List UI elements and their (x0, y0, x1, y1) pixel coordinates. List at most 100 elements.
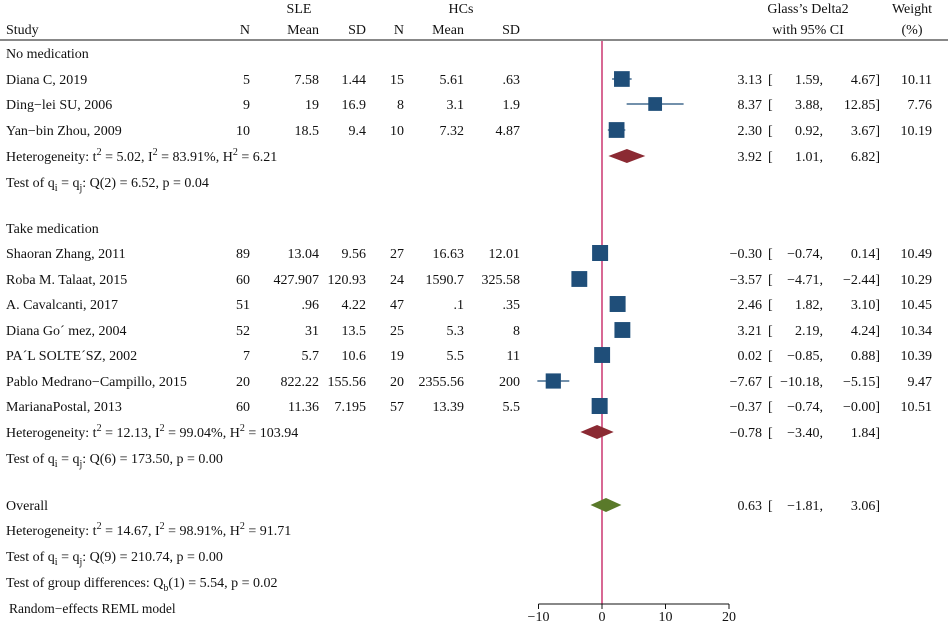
group-2-study-6-mean-sle: 822.22 (281, 375, 320, 390)
group-2-study-5-n-sle: 7 (243, 349, 250, 364)
group-1-study-3-mean-hcs: 7.32 (440, 124, 465, 139)
group-2-study-3-n-sle: 51 (236, 298, 250, 313)
header-hcs: HCs (449, 2, 474, 17)
group-1-summary-ci-open: [ (768, 150, 773, 165)
group-2-study-2-name: Roba M. Talaat, 2015 (6, 273, 127, 288)
group-1-study-3-n-hcs: 10 (390, 124, 404, 139)
group-2-study-3-mean-hcs: .1 (454, 298, 465, 313)
header-weight-line1: Weight (892, 2, 932, 17)
group-2-study-3-weight: 10.45 (901, 298, 933, 313)
group-1-study-2-n-sle: 9 (243, 98, 250, 113)
group-2-study-5-ci-high: 0.88] (851, 349, 880, 364)
group-2-study-1-ci-open: [ (768, 247, 773, 262)
group-2-study-4-ci-open: [ (768, 324, 773, 339)
group-2-study-4-es: 3.21 (738, 324, 763, 339)
group-2-study-7-sd-hcs: 5.5 (503, 400, 521, 415)
group-2-study-3-ci-low: 1.82, (795, 298, 823, 313)
overall-ci-low: −1.81, (787, 499, 823, 514)
group-1-study-1-weight: 10.11 (901, 73, 932, 88)
x-tick-label-1: 0 (599, 610, 606, 623)
group-2-study-4-mean-hcs: 5.3 (447, 324, 465, 339)
group-1-study-2-ci-high: 12.85] (844, 98, 880, 113)
group-2-study-7-name: MarianaPostal, 2013 (6, 400, 122, 415)
model-note: Random−effects REML model (9, 601, 176, 616)
group-1-study-1-sd-hcs: .63 (503, 73, 521, 88)
group-2-study-2-box (571, 271, 588, 287)
group-2-study-6-weight: 9.47 (908, 375, 933, 390)
group-1-study-1-ci-low: 1.59, (795, 73, 823, 88)
group-1-study-3-box (608, 122, 625, 138)
overall-q-test: Test of qi = qj: Q(9) = 210.74, p = 0.00 (6, 550, 223, 568)
group-2-study-2-sd-hcs: 325.58 (482, 273, 521, 288)
group-2-study-3-sd-hcs: .35 (503, 298, 521, 313)
group-2-study-5-mean-hcs: 5.5 (447, 349, 465, 364)
group-1-study-3-ci-low: 0.92, (795, 124, 823, 139)
group-2-heterogeneity: Heterogeneity: t2 = 12.13, I2 = 99.04%, … (6, 423, 298, 441)
group-1-study-2-box (648, 97, 663, 111)
group-2-study-5-box (594, 347, 611, 363)
group-2-study-1-sd-sle: 9.56 (342, 247, 367, 262)
group-2-study-4-n-hcs: 25 (390, 324, 404, 339)
group-1-study-2-mean-sle: 19 (305, 98, 319, 113)
group-2-summary-ci-open: [ (768, 426, 773, 441)
group-1-study-1-ci-high: 4.67] (851, 73, 880, 88)
group-1-study-1-n-hcs: 15 (390, 73, 404, 88)
group-2-study-3-sd-sle: 4.22 (342, 298, 367, 313)
group-2-study-5-mean-sle: 5.7 (302, 349, 320, 364)
group-2-study-3-ci-high: 3.10] (851, 298, 880, 313)
group-2-study-1-box (592, 245, 609, 261)
group-2-study-2-ci-open: [ (768, 273, 773, 288)
group-1-summary-es: 3.92 (738, 150, 763, 165)
group-1-study-2-ci-low: 3.88, (795, 98, 823, 113)
overall-heterogeneity: Heterogeneity: t2 = 14.67, I2 = 98.91%, … (6, 521, 291, 539)
group-1-summary-ci-low: 1.01, (795, 150, 823, 165)
group-2-study-7-box (591, 397, 608, 415)
group-1-study-2-weight: 7.76 (908, 98, 933, 113)
group-2-study-1-name: Shaoran Zhang, 2011 (6, 247, 126, 262)
group-2-study-1-sd-hcs: 12.01 (489, 247, 521, 262)
group-1-summary-ci-high: 6.82] (851, 150, 880, 165)
group-2-study-4-n-sle: 52 (236, 324, 250, 339)
header-sd-sle: SD (348, 23, 366, 38)
overall-es: 0.63 (738, 499, 763, 514)
group-1-study-1-es: 3.13 (738, 73, 763, 88)
group-2-study-4-weight: 10.34 (901, 324, 933, 339)
overall-diamond (590, 498, 622, 512)
group-2-study-7-mean-hcs: 13.39 (433, 400, 465, 415)
group-2-study-2-n-sle: 60 (236, 273, 250, 288)
group-2-study-6-n-hcs: 20 (390, 375, 404, 390)
group-1-study-2-mean-hcs: 3.1 (447, 98, 465, 113)
group-1-study-2-name: Ding−lei SU, 2006 (6, 98, 112, 113)
group-2-study-4-sd-hcs: 8 (513, 324, 520, 339)
group-2-title: Take medication (6, 222, 99, 237)
group-1-study-1-ci-open: [ (768, 73, 773, 88)
group-2-study-1-n-sle: 89 (236, 247, 250, 262)
group-2-study-5-n-hcs: 19 (390, 349, 404, 364)
group-2-summary-diamond (580, 425, 614, 439)
group-1-study-1-name: Diana C, 2019 (6, 73, 87, 88)
group-1-study-2-sd-hcs: 1.9 (503, 98, 521, 113)
group-1-study-1-sd-sle: 1.44 (342, 73, 367, 88)
group-2-study-3-box (609, 296, 626, 312)
header-n-sle: N (240, 23, 250, 38)
header-mean-hcs: Mean (432, 23, 464, 38)
group-2-study-7-n-sle: 60 (236, 400, 250, 415)
group-2-study-1-weight: 10.49 (901, 247, 933, 262)
group-1-study-3-es: 2.30 (738, 124, 763, 139)
header-effect-line1: Glass’s Delta2 (767, 2, 848, 17)
group-2-summary-ci-high: 1.84] (851, 426, 880, 441)
group-2-study-6-name: Pablo Medrano−Campillo, 2015 (6, 375, 187, 390)
header-effect-line2: with 95% CI (772, 23, 844, 38)
group-2-study-6-ci-high: −5.15] (843, 375, 880, 390)
group-2-study-3-es: 2.46 (738, 298, 763, 313)
group-2-study-5-sd-hcs: 11 (507, 349, 520, 364)
forest-marks (537, 41, 684, 604)
group-2-study-6-ci-open: [ (768, 375, 773, 390)
group-2-study-1-ci-high: 0.14] (851, 247, 880, 262)
group-2-study-2-weight: 10.29 (901, 273, 933, 288)
header-weight-line2: (%) (902, 23, 923, 38)
group-2-study-4-ci-low: 2.19, (795, 324, 823, 339)
group-1-study-3-sd-sle: 9.4 (349, 124, 367, 139)
group-1-study-2-ci-open: [ (768, 98, 773, 113)
